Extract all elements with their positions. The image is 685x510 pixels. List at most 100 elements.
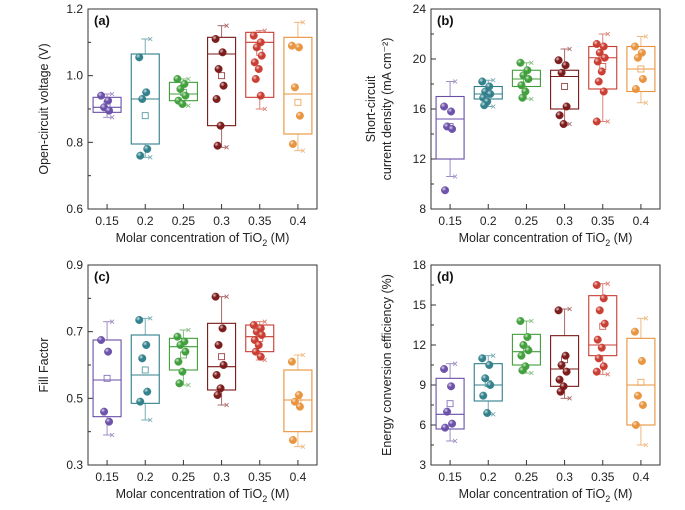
data-point	[295, 402, 304, 411]
data-point	[592, 367, 601, 376]
mean-marker	[294, 98, 302, 106]
min-marker	[109, 115, 115, 120]
plot-frame	[430, 264, 661, 466]
data-point	[294, 43, 303, 52]
data-point	[290, 83, 299, 92]
data-point	[295, 111, 304, 120]
x-axis-label: Molar concentration of TiO2 (M)	[459, 487, 633, 504]
min-marker	[224, 145, 229, 150]
mean-marker	[141, 366, 149, 374]
data-point	[104, 96, 113, 105]
data-point	[556, 387, 565, 396]
data-point	[135, 316, 144, 325]
box-body	[626, 337, 656, 426]
data-point	[256, 352, 265, 361]
box-0.15	[435, 361, 465, 444]
min-marker	[643, 442, 649, 448]
y-axis-label: current density (mA cm⁻²)	[380, 38, 394, 181]
y-axis-label: Short-circuit	[364, 75, 378, 142]
data-point	[593, 57, 602, 66]
data-point	[251, 74, 260, 83]
max-marker	[452, 79, 458, 84]
x-axis-label: Molar concentration of TiO2 (M)	[116, 231, 290, 248]
data-point	[218, 324, 227, 333]
box-0.15	[92, 91, 122, 120]
data-point	[637, 357, 646, 366]
y-tick-label: 15	[413, 298, 427, 312]
data-point	[288, 139, 297, 148]
data-point	[136, 397, 145, 406]
data-point	[142, 88, 151, 97]
x-tick-label: 0.3	[556, 470, 573, 484]
y-tick-label: 24	[413, 2, 427, 16]
data-point	[593, 335, 602, 344]
x-tick-label: 0.3	[213, 214, 230, 228]
mean-marker	[103, 374, 111, 382]
data-point	[638, 401, 647, 410]
data-point	[138, 94, 147, 103]
data-point	[288, 436, 297, 445]
max-marker	[529, 318, 534, 324]
data-point	[555, 111, 564, 120]
x-tick-label: 0.35	[248, 470, 272, 484]
data-point	[485, 361, 494, 370]
x-tick-label: 0.15	[438, 470, 462, 484]
max-marker	[224, 294, 229, 299]
data-point	[173, 74, 182, 83]
max-marker	[262, 28, 268, 33]
max-marker	[109, 91, 115, 97]
y-tick-label: 20	[413, 52, 427, 66]
x-tick-label: 0.35	[591, 214, 615, 228]
box-0.35	[588, 281, 618, 377]
y-tick-label: 0.6	[66, 202, 83, 216]
y-tick-label: 12	[413, 152, 427, 166]
box-0.4	[283, 20, 313, 153]
x-tick-label: 0.4	[633, 214, 650, 228]
data-point	[594, 354, 603, 363]
box-body	[207, 322, 237, 391]
x-axis-label: Molar concentration of TiO2 (M)	[459, 231, 633, 248]
max-marker	[643, 316, 649, 321]
data-point	[219, 361, 228, 370]
x-tick-label: 0.25	[515, 470, 539, 484]
data-point	[557, 68, 566, 77]
data-point	[518, 366, 527, 375]
data-point	[212, 94, 221, 103]
data-point	[516, 317, 525, 326]
data-point	[441, 423, 450, 432]
y-tick-label: 3	[419, 458, 426, 472]
min-marker	[567, 121, 572, 127]
data-point	[638, 74, 647, 83]
plot-frame	[87, 264, 318, 466]
max-marker	[452, 361, 458, 366]
data-point	[176, 341, 185, 350]
max-marker	[490, 77, 496, 83]
box-0.3	[550, 46, 580, 128]
min-marker	[147, 155, 153, 160]
data-point	[97, 336, 106, 345]
plot-frame	[87, 8, 318, 210]
panel-label: (c)	[94, 269, 110, 284]
x-tick-label: 0.25	[172, 214, 196, 228]
data-point	[630, 327, 639, 336]
min-marker	[529, 96, 534, 102]
max-marker	[300, 352, 306, 358]
min-marker	[452, 438, 458, 444]
box-0.3	[550, 306, 580, 401]
data-point	[178, 99, 187, 108]
data-point	[136, 151, 145, 160]
x-tick-label: 0.2	[137, 470, 154, 484]
data-point	[443, 407, 452, 416]
data-point	[441, 186, 450, 195]
panel-label: (d)	[437, 269, 454, 284]
data-point	[562, 367, 571, 376]
max-marker	[605, 281, 611, 286]
min-marker	[300, 444, 306, 449]
data-point	[523, 333, 532, 342]
data-point	[254, 64, 263, 73]
data-point	[257, 331, 266, 340]
box-0.3	[207, 23, 237, 150]
